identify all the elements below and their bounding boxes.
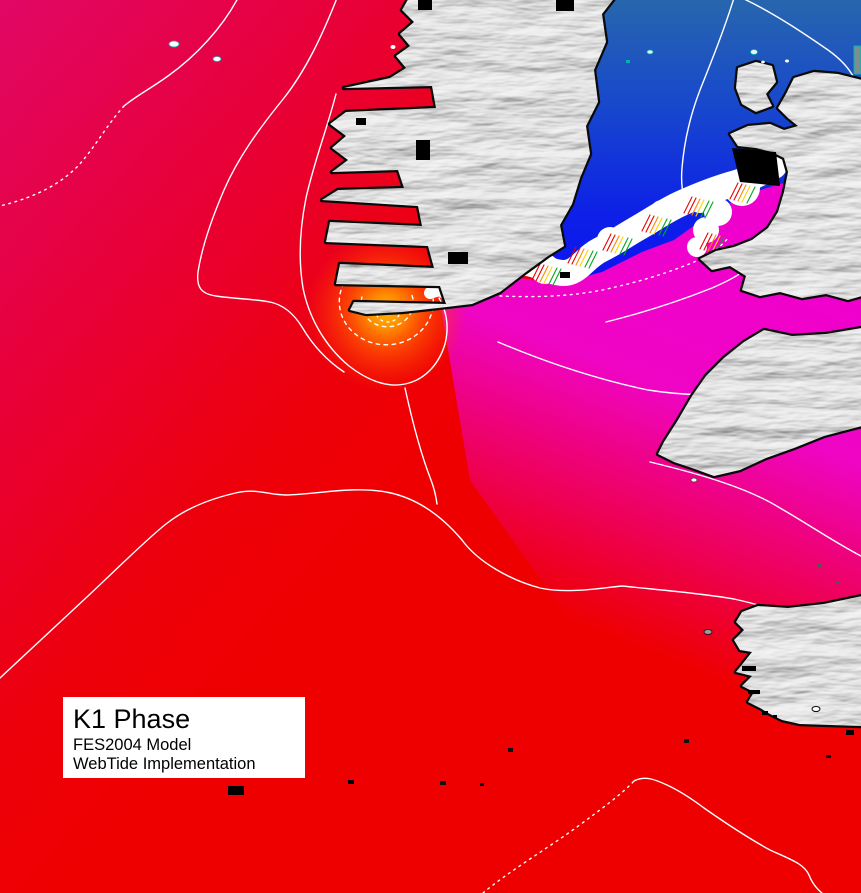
map-title: K1 Phase [73, 704, 191, 734]
model-label: FES2004 Model [73, 736, 192, 754]
data-gap-patches [356, 0, 780, 694]
britain-landmass [700, 72, 861, 300]
cornwall-landmass [658, 328, 861, 476]
label-box: K1 Phase FES2004 Model WebTide Implement… [63, 697, 305, 778]
islands [168, 40, 861, 795]
implementation-label: WebTide Implementation [73, 755, 256, 773]
brittany-landmass [734, 596, 861, 726]
ireland-landmass [322, 0, 616, 314]
phase-wrap-hatching [461, 182, 756, 298]
magenta-phase-region [440, 178, 861, 720]
isle-of-man-landmass [736, 62, 776, 112]
